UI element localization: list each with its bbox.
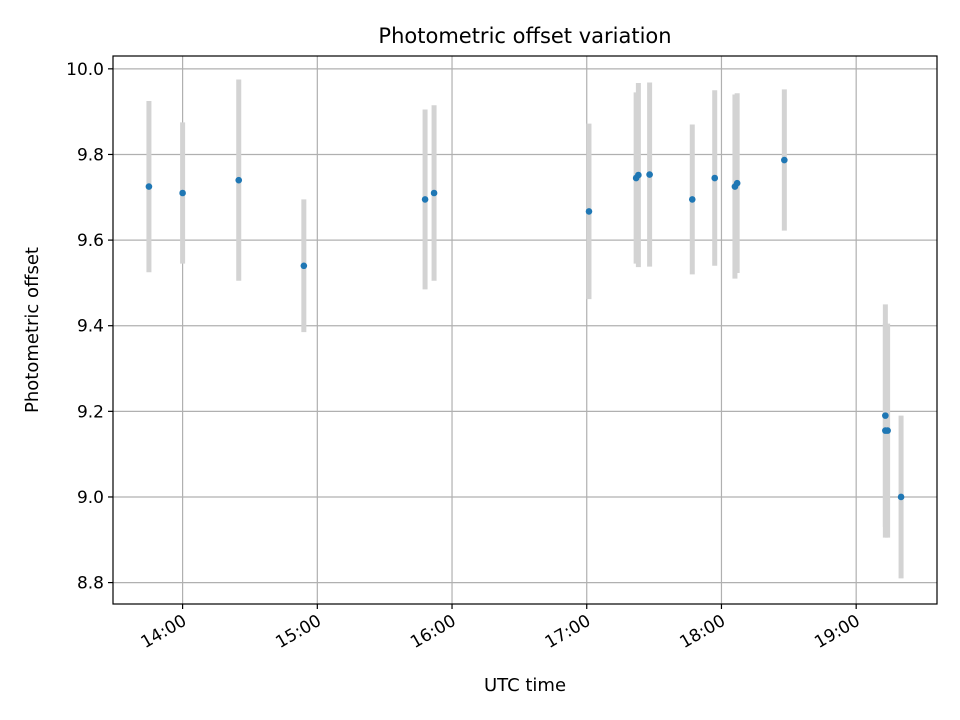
chart-title: Photometric offset variation: [378, 24, 671, 48]
data-point: [300, 262, 308, 270]
y-tick-label: 8.8: [77, 574, 104, 594]
data-point: [882, 412, 889, 419]
data-point: [711, 174, 719, 182]
y-tick-label: 9.8: [77, 145, 104, 165]
x-tick-label: 14:00: [138, 611, 190, 653]
data-point: [145, 183, 153, 190]
data-point: [430, 189, 438, 197]
y-axis-label: Photometric offset: [22, 247, 43, 413]
y-tick-label: 9.0: [77, 488, 104, 508]
y-axis-ticks: 8.8 9.0 9.2 9.4 9.6 9.8 10.0: [66, 60, 113, 594]
data-point: [897, 493, 905, 501]
data-points: [145, 156, 905, 501]
x-tick-label: 15:00: [272, 611, 324, 653]
data-point: [646, 171, 653, 178]
y-tick-label: 9.4: [77, 317, 104, 337]
x-tick-label: 16:00: [407, 611, 459, 653]
data-point: [884, 427, 891, 434]
data-point: [179, 189, 186, 197]
x-axis-ticks: 14:00 15:00 16:00 17:00 18:00 19:00: [138, 604, 864, 653]
data-point: [421, 196, 429, 203]
data-point: [585, 208, 593, 215]
grid-lines: [113, 56, 937, 604]
data-point: [235, 176, 243, 184]
y-tick-label: 10.0: [66, 60, 104, 80]
x-tick-label: 17:00: [542, 611, 594, 653]
plot-frame: [112, 55, 938, 605]
x-axis-label: UTC time: [484, 675, 566, 696]
data-point: [635, 171, 642, 179]
y-tick-label: 9.6: [77, 231, 104, 251]
y-tick-label: 9.2: [77, 402, 104, 422]
x-tick-label: 19:00: [811, 611, 863, 653]
data-point: [733, 179, 741, 187]
data-point: [781, 156, 788, 164]
x-tick-label: 18:00: [677, 611, 729, 653]
data-point: [688, 196, 696, 203]
